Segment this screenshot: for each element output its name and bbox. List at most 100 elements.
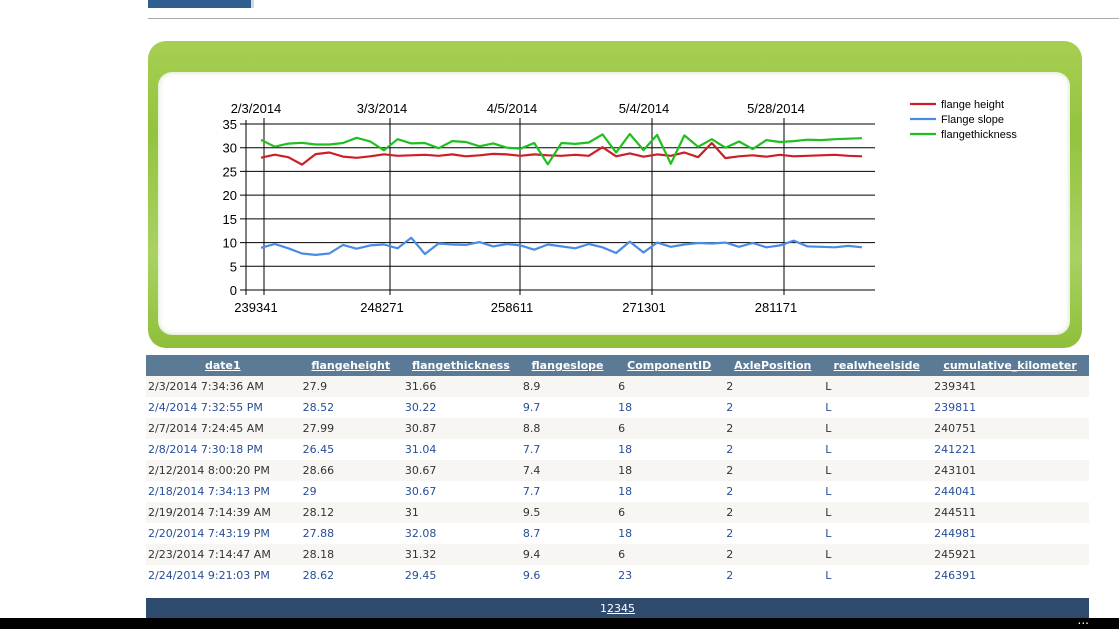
y-tick-label: 10 bbox=[223, 236, 237, 251]
table-cell: 27.88 bbox=[299, 523, 402, 544]
data-table: date1 flangeheight flangethickness flangesl… bbox=[146, 355, 1089, 586]
table-cell: 9.7 bbox=[519, 397, 616, 418]
table-cell: 28.66 bbox=[299, 460, 402, 481]
table-cell: 2/19/2014 7:14:39 AM bbox=[146, 502, 300, 523]
table-cell: 18 bbox=[615, 523, 724, 544]
table-cell: 2/3/2014 7:34:36 AM bbox=[146, 376, 300, 397]
pager-link[interactable]: 2 bbox=[607, 602, 614, 615]
table-cell: 28.52 bbox=[299, 397, 402, 418]
chart-panel bbox=[158, 72, 1070, 335]
table-cell: 27.99 bbox=[299, 418, 402, 439]
table-row: 2/12/2014 8:00:20 PM 28.66 30.67 7.4 18 2 L 243… bbox=[146, 460, 1089, 481]
table-cell: 2 bbox=[723, 397, 823, 418]
y-tick-label: 5 bbox=[230, 259, 237, 274]
x-bottom-tick-label: 281171 bbox=[755, 300, 797, 315]
y-tick-label: 0 bbox=[230, 283, 237, 298]
series-line-2 bbox=[260, 132, 863, 166]
column-header-flangethickness[interactable]: flangethickness bbox=[401, 355, 520, 376]
column-header-flangeslope[interactable]: flangeslope bbox=[519, 355, 616, 376]
table-cell: 29 bbox=[299, 481, 402, 502]
table-cell: 2 bbox=[723, 565, 823, 586]
y-tick-label: 20 bbox=[223, 188, 237, 203]
table-cell: 18 bbox=[615, 481, 724, 502]
y-tick-label: 35 bbox=[223, 117, 237, 132]
table-cell: 30.67 bbox=[401, 481, 520, 502]
table-cell: L bbox=[822, 523, 932, 544]
table-cell: L bbox=[822, 376, 932, 397]
y-tick-label: 25 bbox=[223, 164, 237, 179]
table-cell: 7.7 bbox=[519, 481, 616, 502]
table-cell: 240751 bbox=[931, 418, 1089, 439]
table-cell: 28.18 bbox=[299, 544, 402, 565]
table-row: 2/18/2014 7:34:13 PM 29 30.67 7.7 18 2 L 244041 bbox=[146, 481, 1089, 502]
table-cell: 2/20/2014 7:43:19 PM bbox=[146, 523, 300, 544]
table-cell: 2 bbox=[723, 502, 823, 523]
table-cell: 18 bbox=[615, 439, 724, 460]
header-logo-edge bbox=[251, 0, 254, 8]
legend-entry: Flange slope bbox=[941, 114, 1004, 126]
table-cell: 2 bbox=[723, 460, 823, 481]
table-cell: 31 bbox=[401, 502, 520, 523]
column-header-AxlePosition[interactable]: AxlePosition bbox=[723, 355, 823, 376]
more-ellipsis[interactable]: ... bbox=[1077, 613, 1089, 627]
pager-link[interactable]: 3 bbox=[614, 602, 621, 615]
x-top-tick-label: 2/3/2014 bbox=[231, 101, 282, 116]
table-cell: 2/24/2014 9:21:03 PM bbox=[146, 565, 300, 586]
table-cell: 8.9 bbox=[519, 376, 616, 397]
table-cell: L bbox=[822, 418, 932, 439]
table-cell: 246391 bbox=[931, 565, 1089, 586]
table-cell: L bbox=[822, 439, 932, 460]
table-cell: 2/18/2014 7:34:13 PM bbox=[146, 481, 300, 502]
column-header-realwheelside[interactable]: realwheelside bbox=[822, 355, 932, 376]
table-cell: L bbox=[822, 502, 932, 523]
table-body: 2/3/2014 7:34:36 AM 27.9 31.66 8.9 6 2 L 239341… bbox=[146, 376, 1089, 586]
table-cell: 32.08 bbox=[401, 523, 520, 544]
bottom-bar bbox=[0, 618, 1119, 629]
pager-link[interactable]: 5 bbox=[628, 602, 635, 615]
table-cell: 31.66 bbox=[401, 376, 520, 397]
table-cell: 30.87 bbox=[401, 418, 520, 439]
table-cell: 18 bbox=[615, 397, 724, 418]
table-cell: 29.45 bbox=[401, 565, 520, 586]
header-divider bbox=[148, 18, 1119, 19]
chart-tick-labels: 0 5 10 15 20 25 30 352/3/2014 239341 3/3/2014 2482… bbox=[223, 101, 805, 315]
table-cell: 2 bbox=[723, 523, 823, 544]
x-top-tick-label: 3/3/2014 bbox=[357, 101, 408, 116]
table-cell: L bbox=[822, 481, 932, 502]
table-cell: 6 bbox=[615, 418, 724, 439]
series-line-0 bbox=[260, 141, 863, 166]
table-row: 2/3/2014 7:34:36 AM 27.9 31.66 8.9 6 2 L 239341 bbox=[146, 376, 1089, 397]
chart-legend: flange height Flange slope flangethickness bbox=[910, 99, 1017, 141]
table-cell: 8.7 bbox=[519, 523, 616, 544]
table-cell: 18 bbox=[615, 460, 724, 481]
table-cell: 30.67 bbox=[401, 460, 520, 481]
legend-entry: flangethickness bbox=[941, 129, 1017, 141]
column-header-cumulative_kilometer[interactable]: cumulative_kilometer bbox=[931, 355, 1089, 376]
table-cell: 244981 bbox=[931, 523, 1089, 544]
table-cell: 244041 bbox=[931, 481, 1089, 502]
chart-series bbox=[260, 132, 863, 256]
pager: 12345 bbox=[146, 598, 1089, 619]
table-cell: 2 bbox=[723, 481, 823, 502]
table-cell: 2/12/2014 8:00:20 PM bbox=[146, 460, 300, 481]
column-header-flangeheight[interactable]: flangeheight bbox=[299, 355, 402, 376]
table-cell: 2 bbox=[723, 439, 823, 460]
table-cell: 2 bbox=[723, 544, 823, 565]
y-tick-label: 15 bbox=[223, 212, 237, 227]
table-cell: L bbox=[822, 565, 932, 586]
table-row: 2/8/2014 7:30:18 PM 26.45 31.04 7.7 18 2 L 2412… bbox=[146, 439, 1089, 460]
pager-link[interactable]: 4 bbox=[621, 602, 628, 615]
table-cell: 28.62 bbox=[299, 565, 402, 586]
table-cell: 6 bbox=[615, 502, 724, 523]
column-header-date1[interactable]: date1 bbox=[146, 355, 300, 376]
table-cell: 6 bbox=[615, 376, 724, 397]
table-cell: 245921 bbox=[931, 544, 1089, 565]
table-cell: 30.22 bbox=[401, 397, 520, 418]
table-row: 2/24/2014 9:21:03 PM 28.62 29.45 9.6 23 2 L 246… bbox=[146, 565, 1089, 586]
x-top-tick-label: 4/5/2014 bbox=[487, 101, 538, 116]
pager-current-page: 1 bbox=[600, 602, 607, 615]
table-cell: 7.7 bbox=[519, 439, 616, 460]
table-cell: 239341 bbox=[931, 376, 1089, 397]
table-cell: 26.45 bbox=[299, 439, 402, 460]
column-header-ComponentID[interactable]: ComponentID bbox=[615, 355, 724, 376]
